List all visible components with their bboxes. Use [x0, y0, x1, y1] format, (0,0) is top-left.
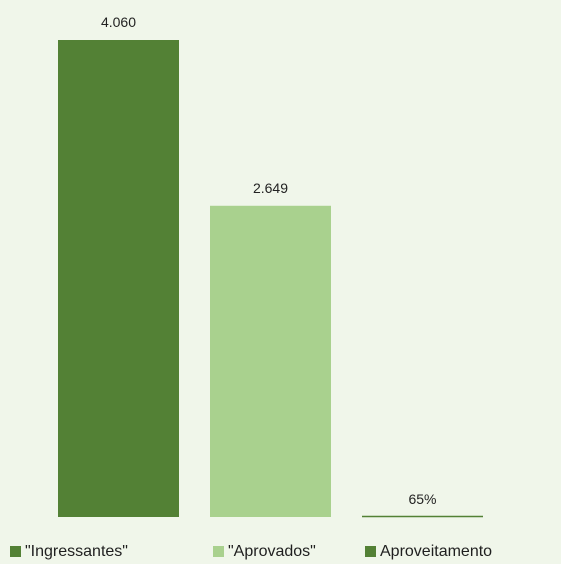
legend-swatch-0	[10, 546, 21, 557]
data-label-2: 65%	[408, 491, 436, 507]
legend-swatch-1	[213, 546, 224, 557]
bar-0	[58, 40, 179, 517]
data-label-1: 2.649	[253, 180, 288, 196]
legend-label-1: "Aprovados"	[228, 543, 316, 560]
legend-label-0: "Ingressantes"	[25, 543, 128, 560]
data-label-0: 4.060	[101, 14, 136, 30]
legend-label-2: Aproveitamento	[380, 543, 492, 560]
legend-swatch-2	[365, 546, 376, 557]
bar-1	[210, 205, 331, 517]
